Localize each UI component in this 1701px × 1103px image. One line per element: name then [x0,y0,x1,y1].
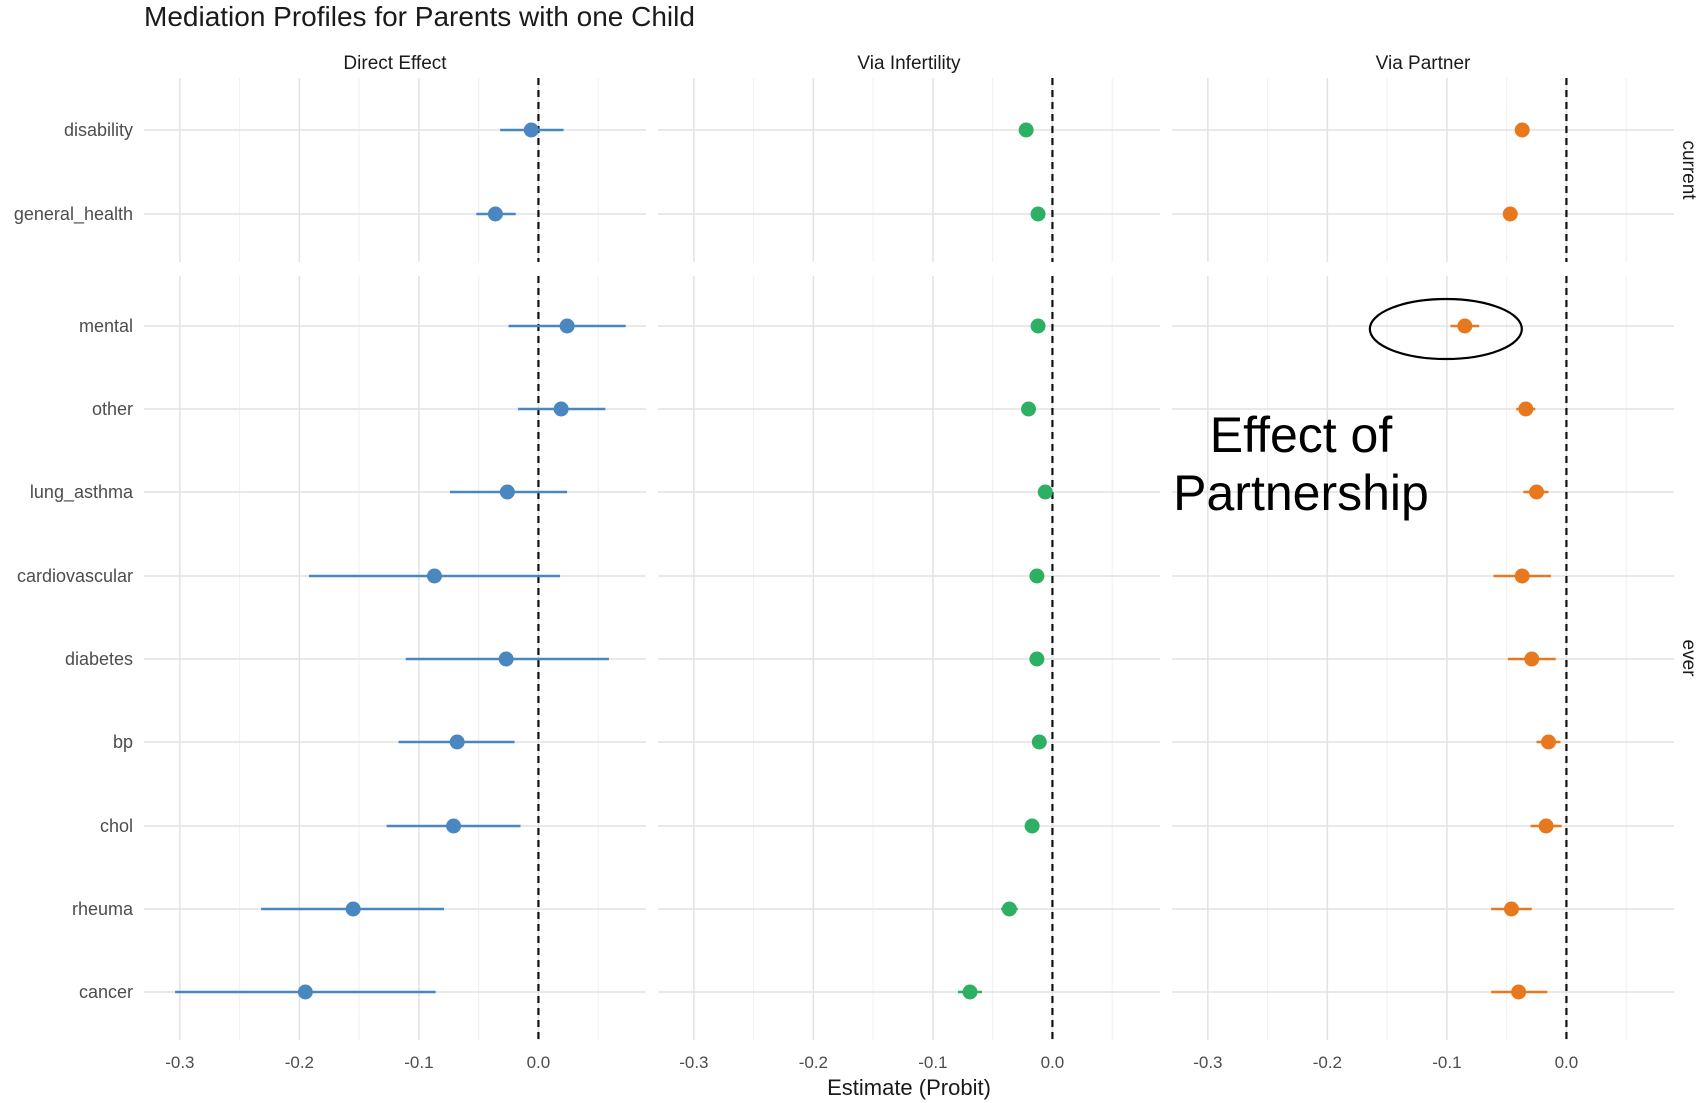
point-other [1518,401,1534,417]
category-label: bp [113,732,133,752]
point-rheuma [345,901,361,917]
point-bp [1541,734,1556,750]
point-cancer [1511,984,1527,1000]
facet-label: Direct Effect [343,53,447,74]
category-label: disability [64,120,133,140]
point-cardiovascular [1029,568,1045,584]
x-axis-label: Estimate (Probit) [827,1075,991,1100]
row-facet-label: current [1678,140,1699,200]
point-disability [1514,122,1530,138]
x-tick-label: -0.1 [918,1053,947,1072]
x-tick-label: -0.2 [799,1053,828,1072]
row-facet-label: ever [1678,640,1699,678]
annotation-ellipse [1368,297,1523,361]
point-rheuma [1503,901,1519,917]
point-mental [559,318,575,334]
point-mental [1457,318,1473,334]
x-tick-label: 0.0 [1555,1053,1579,1072]
point-chol [1538,818,1554,834]
category-label: diabetes [65,649,133,669]
point-lung_asthma [1529,484,1545,500]
chart-title: Mediation Profiles for Parents with one … [144,1,695,32]
point-general_health [1030,206,1046,222]
x-tick-label: -0.2 [1313,1053,1342,1072]
point-bp [449,734,465,750]
point-lung_asthma [499,484,515,500]
point-chol [1024,818,1040,834]
text-layer: Direct Effect Via Infertility Via Partner c… [14,53,1699,1072]
point-diabetes [1029,651,1045,667]
marks-layer [175,122,1562,1000]
point-cancer [962,984,978,1000]
point-cancer [297,984,313,1000]
x-tick-label: -0.3 [679,1053,708,1072]
x-tick-label: 0.0 [1041,1053,1065,1072]
point-mental [1030,318,1046,334]
annotation-text: Effect of [1210,407,1393,463]
point-cardiovascular [426,568,442,584]
facet-label: Via Infertility [857,53,961,74]
point-other [1021,401,1037,417]
point-diabetes [1524,651,1540,667]
point-bp [1031,734,1047,750]
point-disability [523,122,539,138]
x-tick-label: -0.2 [285,1053,314,1072]
point-rheuma [1001,901,1017,917]
category-label: cardiovascular [17,566,133,586]
point-general_health [487,206,503,222]
point-lung_asthma [1037,484,1053,500]
x-tick-label: 0.0 [527,1053,551,1072]
point-diabetes [498,651,514,667]
category-label: rheuma [72,899,134,919]
category-label: cancer [79,982,133,1002]
x-tick-label: -0.1 [404,1053,433,1072]
category-label: general_health [14,204,133,225]
point-disability [1018,122,1034,138]
x-tick-label: -0.3 [165,1053,194,1072]
point-cardiovascular [1514,568,1530,584]
category-label: chol [100,816,133,836]
category-label: lung_asthma [30,482,134,503]
annotation-text: Partnership [1173,465,1429,521]
point-chol [446,818,462,834]
facet-label: Via Partner [1376,53,1471,74]
x-tick-label: -0.3 [1193,1053,1222,1072]
category-label: mental [79,316,133,336]
point-general_health [1502,206,1518,222]
category-label: other [92,399,133,419]
x-tick-label: -0.1 [1432,1053,1461,1072]
point-other [553,401,569,417]
